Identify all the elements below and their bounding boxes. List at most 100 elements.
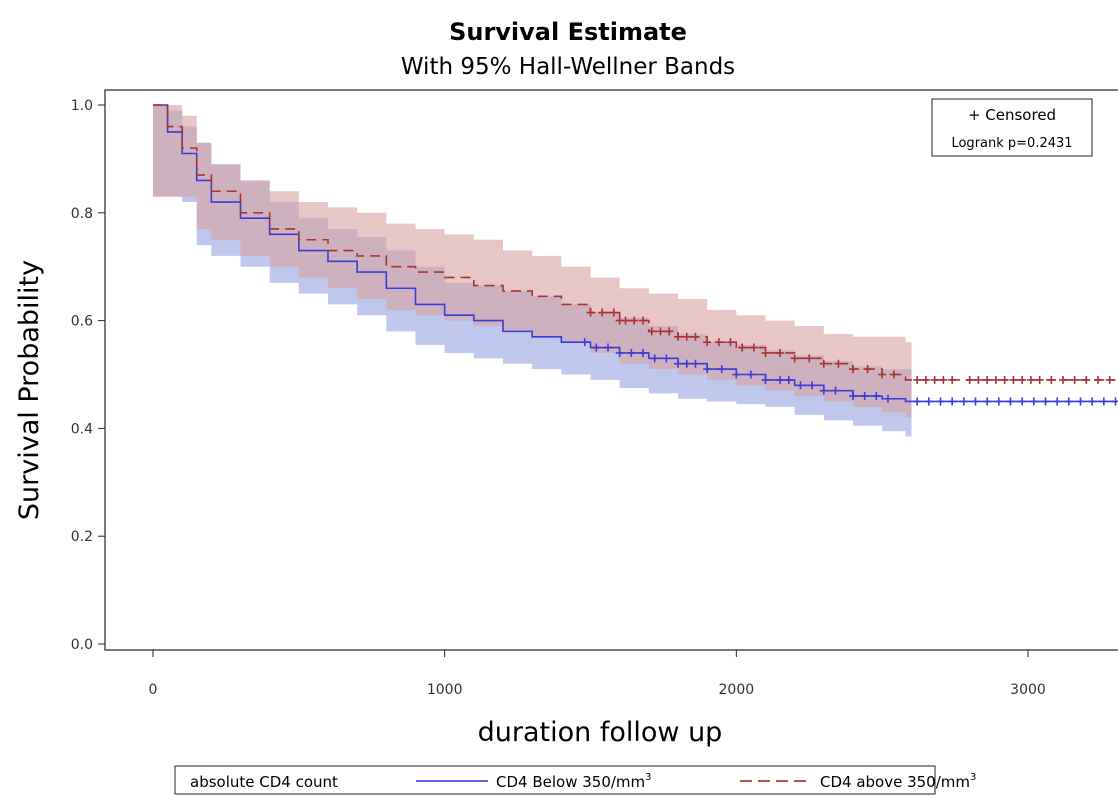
censor-mark-0-35 bbox=[1018, 397, 1027, 406]
censor-mark-0-6 bbox=[650, 354, 659, 363]
censor-mark-0-36 bbox=[1029, 397, 1038, 406]
censor-mark-1-9 bbox=[665, 327, 674, 336]
censored-note: + Censored bbox=[968, 106, 1056, 124]
censor-mark-1-17 bbox=[749, 343, 758, 352]
censor-mark-0-20 bbox=[819, 386, 828, 395]
censor-mark-1-43 bbox=[1059, 375, 1067, 384]
y-tick-label: 0.4 bbox=[71, 421, 93, 437]
censor-marks bbox=[580, 308, 1118, 406]
censor-mark-0-14 bbox=[746, 370, 755, 379]
censor-mark-0-21 bbox=[831, 386, 840, 395]
censor-mark-1-34 bbox=[974, 375, 983, 384]
censor-mark-0-38 bbox=[1053, 397, 1062, 406]
x-tick-label: 0 bbox=[149, 682, 158, 698]
y-tick-label: 0.8 bbox=[71, 206, 93, 222]
chart-title: Survival Estimate bbox=[449, 18, 687, 46]
censor-mark-0-12 bbox=[717, 365, 726, 374]
y-axis-label: Survival Probability bbox=[14, 260, 45, 520]
censor-mark-1-26 bbox=[878, 370, 887, 379]
censor-mark-0-3 bbox=[615, 348, 624, 357]
confidence-bands bbox=[153, 105, 912, 437]
x-tick-label: 3000 bbox=[1010, 682, 1046, 698]
censor-mark-1-15 bbox=[726, 338, 735, 347]
censor-mark-1-31 bbox=[939, 375, 948, 384]
y-tick-label: 0.6 bbox=[71, 314, 93, 330]
censor-mark-0-8 bbox=[674, 359, 682, 368]
censor-mark-0-32 bbox=[983, 397, 992, 406]
censor-mark-1-8 bbox=[656, 327, 665, 336]
axis-ticks: 0.0 0.2 0.4 0.6 0.8 1.0 0 1000 2000 3000 bbox=[71, 98, 1046, 698]
censor-mark-0-19 bbox=[808, 381, 817, 390]
censor-mark-0-31 bbox=[971, 397, 980, 406]
censor-mark-1-5 bbox=[630, 316, 639, 325]
censor-mark-0-41 bbox=[1088, 397, 1097, 406]
censor-mark-1-2 bbox=[609, 308, 618, 317]
censor-mark-1-13 bbox=[703, 338, 712, 347]
censor-mark-0-1 bbox=[592, 343, 601, 352]
censor-mark-0-7 bbox=[662, 354, 671, 363]
censor-mark-1-22 bbox=[819, 359, 828, 368]
legend: absolute CD4 count CD4 Below 350/mm3 CD4… bbox=[174, 765, 976, 795]
censor-mark-1-12 bbox=[691, 332, 700, 341]
censor-mark-0-34 bbox=[1006, 397, 1015, 406]
censor-mark-1-16 bbox=[738, 343, 747, 352]
censor-mark-1-27 bbox=[889, 370, 898, 379]
x-axis-label: duration follow up bbox=[478, 717, 723, 748]
chart-subtitle: With 95% Hall-Wellner Bands bbox=[401, 54, 735, 80]
y-tick-label: 0.0 bbox=[71, 637, 93, 653]
censor-mark-1-25 bbox=[863, 365, 872, 374]
censor-mark-0-33 bbox=[994, 397, 1003, 406]
censor-mark-1-6 bbox=[639, 316, 647, 325]
censor-mark-1-39 bbox=[1018, 375, 1027, 384]
x-tick-label: 1000 bbox=[427, 682, 463, 698]
censor-mark-1-24 bbox=[849, 365, 857, 374]
censor-mark-0-9 bbox=[682, 359, 691, 368]
censor-mark-0-15 bbox=[761, 375, 770, 384]
band-series-1 bbox=[153, 105, 912, 418]
censor-mark-0-11 bbox=[703, 365, 712, 374]
censor-mark-1-1 bbox=[598, 308, 607, 317]
censor-mark-0-18 bbox=[796, 381, 805, 390]
censor-mark-1-45 bbox=[1082, 375, 1091, 384]
censor-mark-0-5 bbox=[639, 348, 647, 357]
censor-mark-0-13 bbox=[732, 370, 741, 379]
plot-frame bbox=[104, 89, 1118, 651]
censor-mark-1-41 bbox=[1035, 375, 1044, 384]
censor-mark-0-17 bbox=[784, 375, 793, 384]
censor-mark-1-14 bbox=[714, 338, 723, 347]
censor-mark-1-29 bbox=[921, 375, 930, 384]
legend-label-above: CD4 above 350/mm3 bbox=[820, 772, 976, 791]
censor-mark-0-2 bbox=[604, 343, 612, 352]
censor-mark-0-40 bbox=[1076, 397, 1085, 406]
censor-mark-1-30 bbox=[930, 375, 939, 384]
censor-mark-1-33 bbox=[965, 375, 974, 384]
censor-mark-0-39 bbox=[1064, 397, 1073, 406]
censor-mark-1-0 bbox=[586, 308, 595, 317]
censor-mark-0-23 bbox=[860, 392, 869, 401]
censor-mark-1-37 bbox=[1000, 375, 1009, 384]
y-tick-label: 1.0 bbox=[71, 98, 93, 114]
censor-mark-0-0 bbox=[580, 338, 589, 347]
censor-mark-1-36 bbox=[991, 375, 1000, 384]
censor-mark-1-23 bbox=[834, 359, 843, 368]
censor-mark-1-18 bbox=[761, 348, 770, 357]
censor-mark-0-29 bbox=[948, 397, 957, 406]
legend-label-below: CD4 Below 350/mm3 bbox=[496, 772, 652, 791]
censor-mark-1-19 bbox=[776, 348, 785, 357]
x-tick-label: 2000 bbox=[719, 682, 755, 698]
censor-mark-0-28 bbox=[936, 397, 945, 406]
censor-mark-0-30 bbox=[959, 397, 968, 406]
censor-mark-1-4 bbox=[621, 316, 630, 325]
censor-mark-1-46 bbox=[1094, 375, 1102, 384]
censor-mark-0-16 bbox=[776, 375, 785, 384]
inset-box: + Censored Logrank p=0.2431 bbox=[931, 98, 1093, 157]
censor-mark-1-38 bbox=[1009, 375, 1018, 384]
censor-mark-1-21 bbox=[805, 354, 814, 363]
censor-mark-0-10 bbox=[691, 359, 700, 368]
y-tick-label: 0.2 bbox=[71, 529, 93, 545]
censor-mark-0-43 bbox=[1111, 397, 1118, 406]
censor-mark-0-25 bbox=[884, 394, 892, 403]
censor-mark-0-42 bbox=[1099, 397, 1108, 406]
censor-mark-0-4 bbox=[627, 348, 636, 357]
